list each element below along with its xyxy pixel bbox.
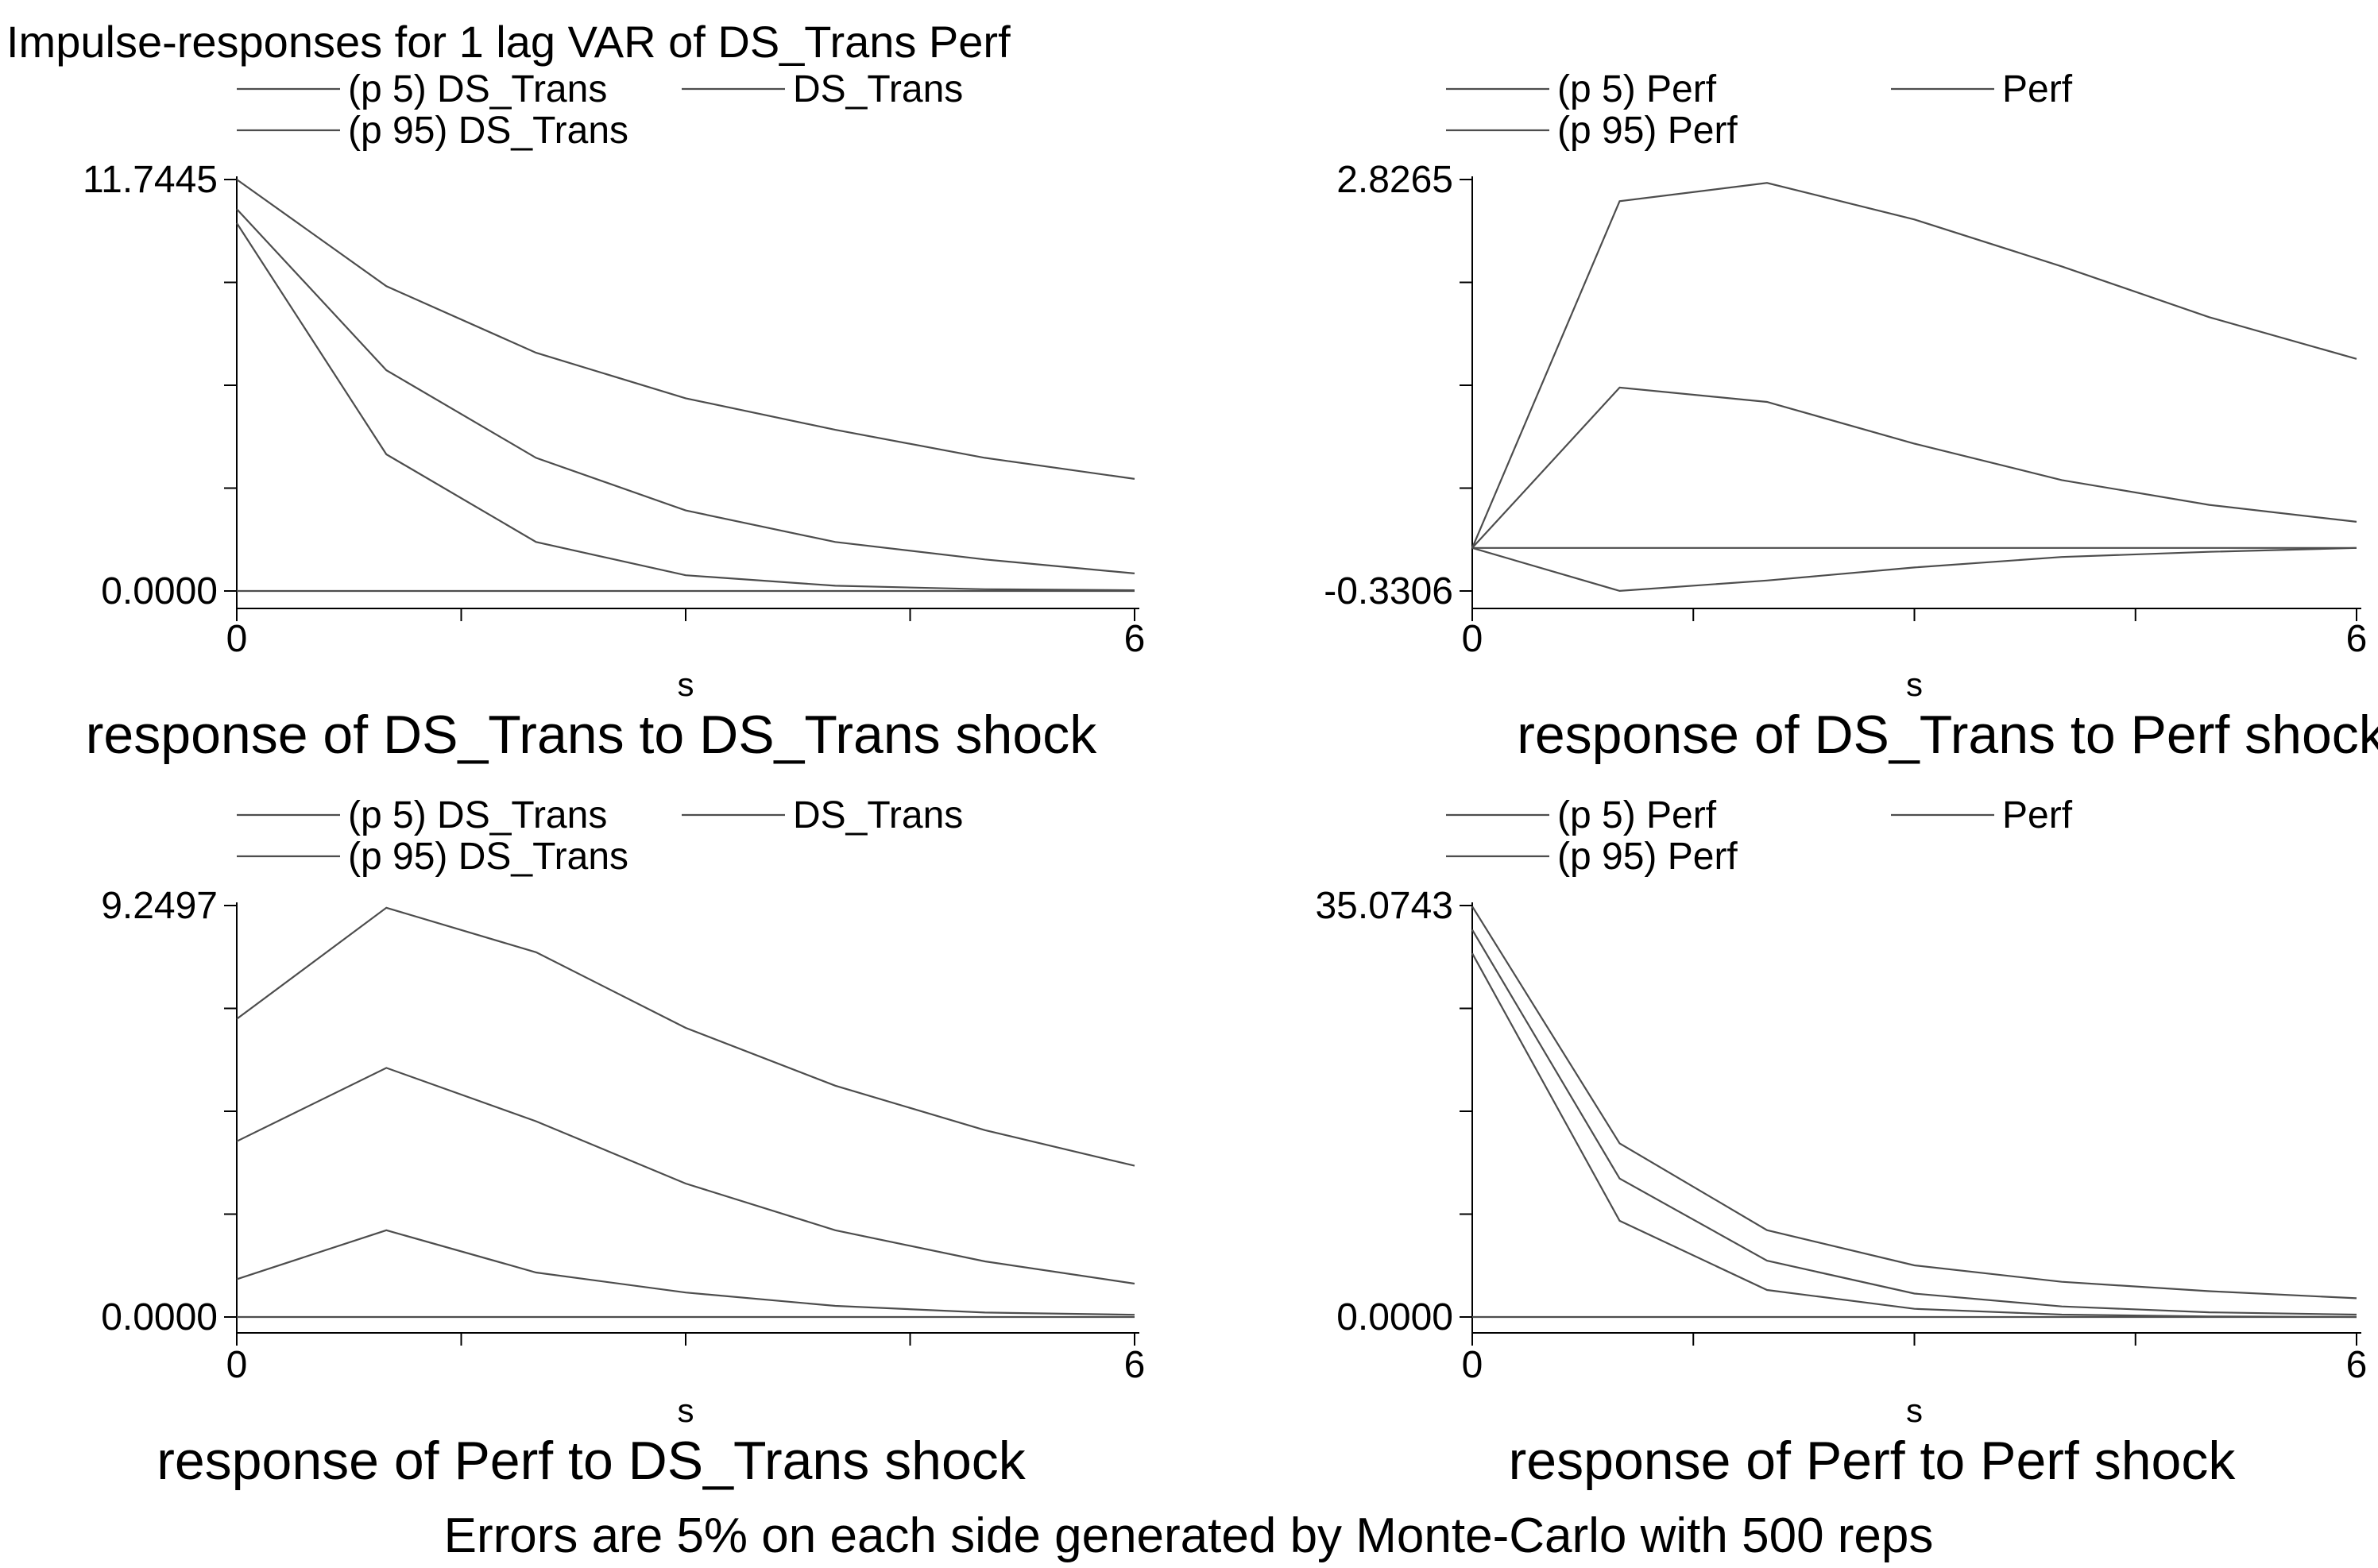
series-line-2 xyxy=(236,1067,1135,1285)
series-line-1 xyxy=(236,222,1135,592)
series-line-2 xyxy=(1471,929,2357,1316)
x-tick-label-end: 6 xyxy=(2346,618,2368,660)
y-tick-label-bottom: 0.0000 xyxy=(1336,1296,1453,1338)
x-tick-label-start: 0 xyxy=(226,1344,248,1386)
panel-title: response of Perf to DS_Trans shock xyxy=(157,1431,1027,1491)
y-tick-label-bottom: 0.0000 xyxy=(101,1296,218,1338)
panel-3: (p 5) DS_Trans DS_Trans (p 95) DS_Trans 9.2… xyxy=(101,794,1145,1491)
panel-title: response of DS_Trans to Perf shock xyxy=(1517,705,2378,765)
series-line-1 xyxy=(236,1229,1135,1316)
series-line-3 xyxy=(1471,182,2357,549)
panel-title: response of DS_Trans to DS_Trans shock xyxy=(86,705,1097,765)
x-axis-label: s xyxy=(1906,1392,1923,1429)
figure-title: Impulse-responses for 1 lag VAR of DS_Tr… xyxy=(6,17,1011,67)
x-tick-label-start: 0 xyxy=(226,618,248,660)
x-tick-label-start: 0 xyxy=(1462,618,1483,660)
y-tick-label-top: 9.2497 xyxy=(101,885,218,927)
legend-label-1: (p 5) DS_Trans xyxy=(348,68,607,110)
y-tick-label-top: 35.0743 xyxy=(1315,885,1453,927)
panel-title: response of Perf to Perf shock xyxy=(1509,1431,2237,1491)
series-line-1 xyxy=(1471,952,2357,1319)
legend-label-2: DS_Trans xyxy=(793,794,963,836)
panels: (p 5) DS_Trans DS_Trans (p 95) DS_Trans 11.… xyxy=(83,68,2378,1491)
x-tick-label-start: 0 xyxy=(1462,1344,1483,1386)
x-tick-label-end: 6 xyxy=(2346,1344,2368,1386)
x-axis-label: s xyxy=(678,1392,694,1429)
series-line-2 xyxy=(236,208,1135,574)
y-tick-label-bottom: -0.3306 xyxy=(1324,570,1453,612)
series-line-3 xyxy=(236,179,1135,480)
x-tick-label-end: 6 xyxy=(1124,1344,1146,1386)
legend-label-1: (p 5) Perf xyxy=(1557,794,1717,836)
figure-note: Errors are 5% on each side generated by … xyxy=(444,1508,1934,1563)
legend-label-3: (p 95) Perf xyxy=(1557,110,1738,152)
y-tick-label-top: 11.7445 xyxy=(83,159,218,201)
series-line-1 xyxy=(1471,546,2357,593)
legend-label-2: DS_Trans xyxy=(793,68,963,110)
y-tick-label-bottom: 0.0000 xyxy=(101,570,218,612)
legend-label-3: (p 95) Perf xyxy=(1557,836,1738,878)
legend-label-3: (p 95) DS_Trans xyxy=(348,110,628,152)
x-axis-label: s xyxy=(678,666,694,703)
legend-label-2: Perf xyxy=(2002,68,2073,110)
legend-label-1: (p 5) DS_Trans xyxy=(348,794,607,836)
x-axis-label: s xyxy=(1906,666,1923,703)
legend-label-2: Perf xyxy=(2002,794,2073,836)
series-line-2 xyxy=(1471,386,2357,549)
legend-label-3: (p 95) DS_Trans xyxy=(348,836,628,878)
x-tick-label-end: 6 xyxy=(1124,618,1146,660)
legend-label-1: (p 5) Perf xyxy=(1557,68,1717,110)
series-line-3 xyxy=(1471,906,2357,1300)
series-line-3 xyxy=(236,906,1135,1167)
panel-1: (p 5) DS_Trans DS_Trans (p 95) DS_Trans 11.… xyxy=(83,68,1145,765)
y-tick-label-top: 2.8265 xyxy=(1336,159,1453,201)
